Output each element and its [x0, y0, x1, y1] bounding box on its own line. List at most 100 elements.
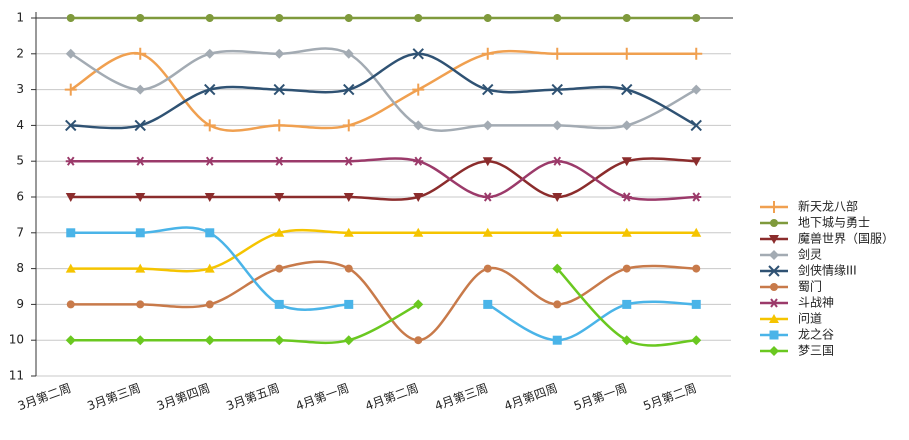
marker	[621, 192, 632, 202]
legend-label: 剑侠情缘III	[798, 263, 857, 278]
x-tick-label: 3月第二周	[16, 381, 73, 413]
marker	[414, 14, 423, 22]
marker	[552, 120, 563, 131]
marker	[622, 14, 631, 22]
marker	[621, 227, 632, 237]
y-tick-label: 3	[16, 82, 24, 96]
x-tick-label: 3月第五周	[224, 381, 281, 413]
marker	[553, 14, 562, 22]
marker	[552, 156, 563, 166]
legend-label: 地下城与勇士	[798, 216, 870, 230]
series-line	[70, 228, 697, 273]
series	[66, 226, 701, 345]
marker	[483, 14, 492, 22]
marker	[66, 228, 76, 238]
y-tick-label: 5	[16, 154, 24, 168]
marker	[691, 299, 701, 309]
x-tick-label: 4月第三周	[433, 381, 490, 413]
legend-label: 剑灵	[798, 247, 822, 262]
x-tick-label: 5月第二周	[641, 381, 698, 413]
marker	[770, 219, 778, 227]
marker	[481, 47, 494, 60]
y-tick-label: 8	[16, 261, 24, 275]
y-tick-label: 7	[16, 225, 24, 239]
marker	[204, 263, 215, 273]
marker	[205, 300, 214, 309]
marker	[620, 47, 633, 60]
marker	[412, 83, 425, 96]
marker	[273, 83, 285, 96]
series-line	[487, 300, 697, 342]
marker	[275, 14, 284, 22]
series-line	[70, 157, 697, 201]
y-tick-label: 2	[16, 46, 24, 60]
marker	[621, 83, 633, 96]
marker	[344, 14, 353, 22]
x-tick-label: 4月第四周	[502, 381, 559, 413]
marker	[690, 119, 702, 132]
marker	[274, 193, 285, 202]
marker	[768, 265, 780, 277]
marker	[691, 335, 702, 346]
y-tick-label: 10	[9, 333, 24, 347]
series	[65, 47, 702, 132]
marker	[65, 335, 76, 346]
series	[65, 157, 702, 202]
marker	[136, 300, 145, 309]
y-tick-label: 6	[16, 190, 24, 204]
marker	[483, 264, 492, 273]
legend-label: 斗战神	[798, 296, 834, 310]
marker	[134, 119, 146, 132]
marker	[134, 47, 147, 60]
marker	[769, 250, 779, 260]
marker	[343, 335, 354, 346]
x-tick-label: 3月第四周	[155, 381, 212, 413]
marker	[343, 83, 355, 96]
marker	[552, 227, 563, 237]
marker	[204, 335, 215, 346]
marker	[691, 157, 702, 167]
marker	[136, 14, 145, 22]
marker	[135, 193, 146, 202]
series-line	[70, 157, 697, 201]
marker	[343, 48, 354, 59]
marker	[412, 48, 424, 60]
marker	[65, 119, 77, 132]
series-line	[70, 303, 419, 345]
marker	[691, 192, 702, 202]
y-tick-label: 9	[16, 297, 24, 311]
marker	[769, 235, 779, 244]
marker	[135, 84, 146, 95]
marker	[274, 156, 285, 166]
legend-label: 问道	[798, 312, 822, 326]
legend-label: 魔兽世界（国服）	[798, 231, 894, 246]
marker	[65, 156, 76, 166]
marker	[551, 47, 564, 60]
marker	[205, 14, 214, 22]
marker	[413, 227, 424, 237]
marker	[552, 193, 563, 202]
series-line	[70, 49, 697, 132]
series	[66, 260, 701, 345]
marker	[482, 192, 493, 202]
marker	[65, 193, 76, 202]
marker	[343, 227, 354, 237]
marker	[413, 156, 424, 166]
marker	[135, 228, 145, 238]
series	[65, 263, 702, 347]
marker	[692, 14, 701, 22]
marker	[692, 264, 701, 273]
series-line	[70, 260, 697, 342]
marker	[64, 83, 77, 96]
marker	[413, 120, 424, 131]
marker	[66, 14, 75, 22]
marker	[135, 263, 146, 273]
marker	[622, 299, 632, 309]
marker	[205, 228, 215, 238]
series	[65, 156, 702, 202]
y-tick-label: 1	[16, 11, 24, 25]
marker	[483, 299, 493, 309]
marker	[769, 346, 779, 356]
